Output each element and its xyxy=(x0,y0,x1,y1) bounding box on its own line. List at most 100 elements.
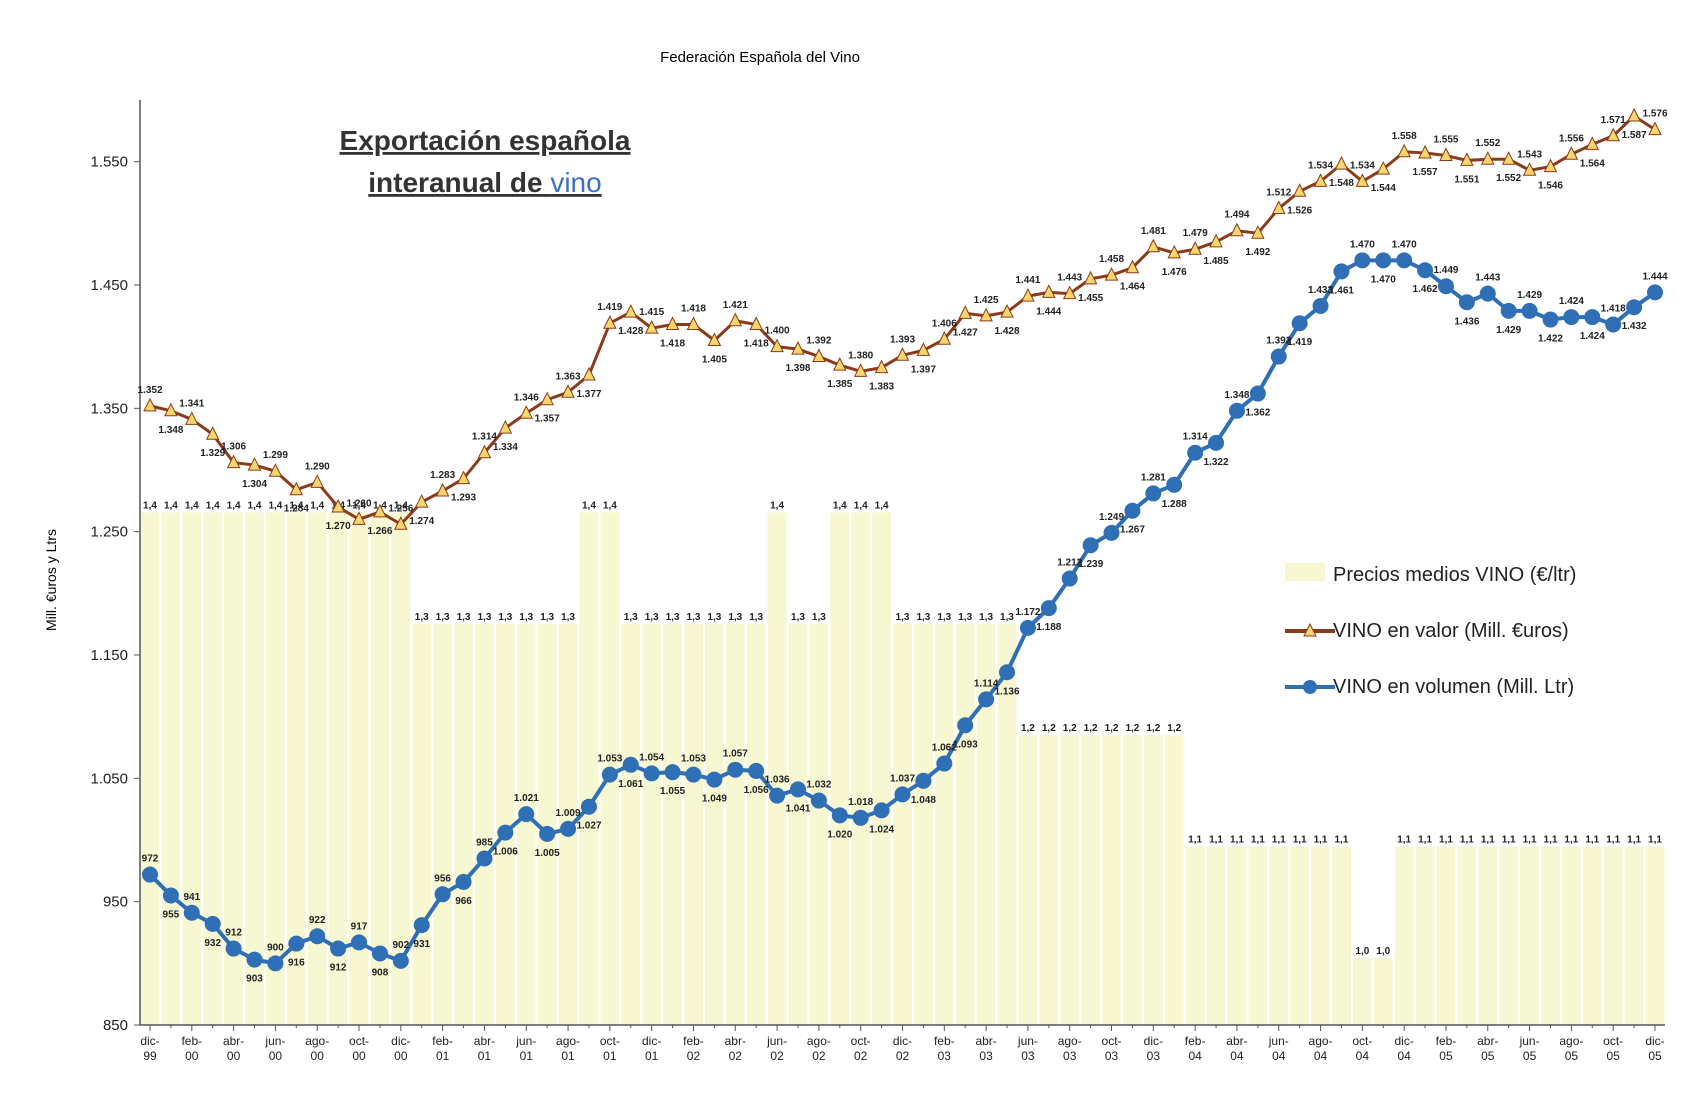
point xyxy=(707,332,722,346)
x-tick-label: abr-05 xyxy=(1477,1034,1498,1063)
data-label: 1.020 xyxy=(827,829,852,840)
data-label: 1.114 xyxy=(974,678,999,689)
x-tick-label-part: feb- xyxy=(1185,1034,1206,1048)
data-label: 1.418 xyxy=(1601,303,1626,314)
point xyxy=(1521,302,1538,319)
legend-swatch xyxy=(1285,563,1325,581)
point xyxy=(351,934,368,951)
data-label: 956 xyxy=(434,873,451,884)
data-label: 1,2 xyxy=(1167,723,1181,734)
data-label: 912 xyxy=(330,963,347,974)
point xyxy=(1040,600,1057,617)
x-tick-label: dic-05 xyxy=(1645,1034,1664,1063)
data-label: 985 xyxy=(476,838,493,849)
point xyxy=(1585,136,1600,150)
x-tick-label: feb-05 xyxy=(1436,1034,1457,1063)
x-tick-label-part: 03 xyxy=(1147,1049,1161,1063)
data-label: 1.383 xyxy=(869,382,894,393)
bar xyxy=(1164,735,1184,1025)
data-label: 1.024 xyxy=(869,824,894,835)
data-label: 966 xyxy=(455,896,472,907)
x-tick-label-part: dic- xyxy=(1144,1034,1163,1048)
data-label: 1.363 xyxy=(556,371,581,382)
data-label: 1.093 xyxy=(953,739,978,750)
data-label: 1.212 xyxy=(1057,558,1082,569)
data-label: 1.027 xyxy=(576,821,601,832)
data-label: 1,3 xyxy=(561,612,575,623)
x-tick-label-part: 00 xyxy=(269,1049,283,1063)
x-tick-label-part: 99 xyxy=(143,1049,157,1063)
x-tick-label-part: dic- xyxy=(893,1034,912,1048)
x-tick-label-part: dic- xyxy=(1394,1034,1413,1048)
data-label: 1,4 xyxy=(268,500,282,511)
data-label: 1,3 xyxy=(666,612,680,623)
point xyxy=(770,338,784,353)
data-label: 1.006 xyxy=(493,847,518,858)
data-label: 1.481 xyxy=(1141,226,1166,237)
data-label: 1,4 xyxy=(603,500,617,511)
bar xyxy=(1227,846,1247,1025)
x-tick-label-part: 04 xyxy=(1397,1049,1411,1063)
point xyxy=(413,917,430,934)
x-tick-label-part: 05 xyxy=(1607,1049,1621,1063)
point xyxy=(1563,309,1580,326)
data-label: 922 xyxy=(309,915,326,926)
bar xyxy=(725,623,745,1025)
data-label: 1,1 xyxy=(1230,835,1244,846)
x-tick-label-part: 02 xyxy=(729,1049,743,1063)
bar xyxy=(1311,846,1330,1025)
point xyxy=(1292,183,1307,197)
bar xyxy=(1248,846,1268,1025)
legend-label: VINO en valor (Mill. €uros) xyxy=(1333,620,1569,642)
data-label: 1.256 xyxy=(388,503,413,514)
data-label: 1,4 xyxy=(833,500,847,511)
point xyxy=(1082,537,1099,554)
data-label: 1,1 xyxy=(1606,835,1620,846)
data-label: 1.433 xyxy=(1308,285,1333,296)
data-label: 1.188 xyxy=(1036,622,1061,633)
x-tick-label-part: 03 xyxy=(938,1049,952,1063)
point xyxy=(1291,315,1308,332)
data-label: 1,1 xyxy=(1397,835,1411,846)
data-label: 1,3 xyxy=(436,612,450,623)
bar xyxy=(224,512,244,1025)
point xyxy=(1375,252,1392,269)
x-tick-label-part: jun- xyxy=(1519,1034,1540,1048)
data-label: 1,1 xyxy=(1523,835,1537,846)
data-label: 1.267 xyxy=(1120,525,1145,536)
point xyxy=(1104,267,1119,281)
data-label: 1.397 xyxy=(911,364,936,375)
x-tick-label-part: 03 xyxy=(1063,1049,1077,1063)
bar xyxy=(788,623,808,1025)
bar xyxy=(1436,846,1456,1025)
y-tick-label: 1.550 xyxy=(90,154,128,171)
point xyxy=(204,915,221,932)
x-tick-label-part: jun- xyxy=(1268,1034,1289,1048)
point xyxy=(561,384,575,398)
x-tick-label-part: feb- xyxy=(934,1034,955,1048)
point xyxy=(1312,297,1329,314)
data-label: 1.348 xyxy=(1224,390,1249,401)
point xyxy=(1021,287,1035,302)
data-label: 1.470 xyxy=(1371,274,1396,285)
point xyxy=(895,347,910,361)
data-label: 1.415 xyxy=(639,307,664,318)
bar xyxy=(621,623,641,1025)
data-label: 1.476 xyxy=(1162,267,1187,278)
point xyxy=(1125,259,1140,274)
point xyxy=(1124,502,1141,519)
x-tick-label: jun-02 xyxy=(766,1034,787,1063)
data-label: 902 xyxy=(392,940,409,951)
data-label: 1.436 xyxy=(1454,316,1479,327)
point xyxy=(1439,147,1453,161)
bar xyxy=(1478,846,1498,1025)
y-axis-label: Mill. €uros y Ltrs xyxy=(43,529,59,631)
data-label: 1.464 xyxy=(1120,282,1145,293)
x-tick-label-part: oct- xyxy=(1603,1034,1623,1048)
data-label: 1,1 xyxy=(1251,835,1265,846)
point xyxy=(978,691,995,708)
data-label: 1.551 xyxy=(1454,174,1479,185)
bar xyxy=(684,623,703,1025)
point xyxy=(1648,121,1662,136)
